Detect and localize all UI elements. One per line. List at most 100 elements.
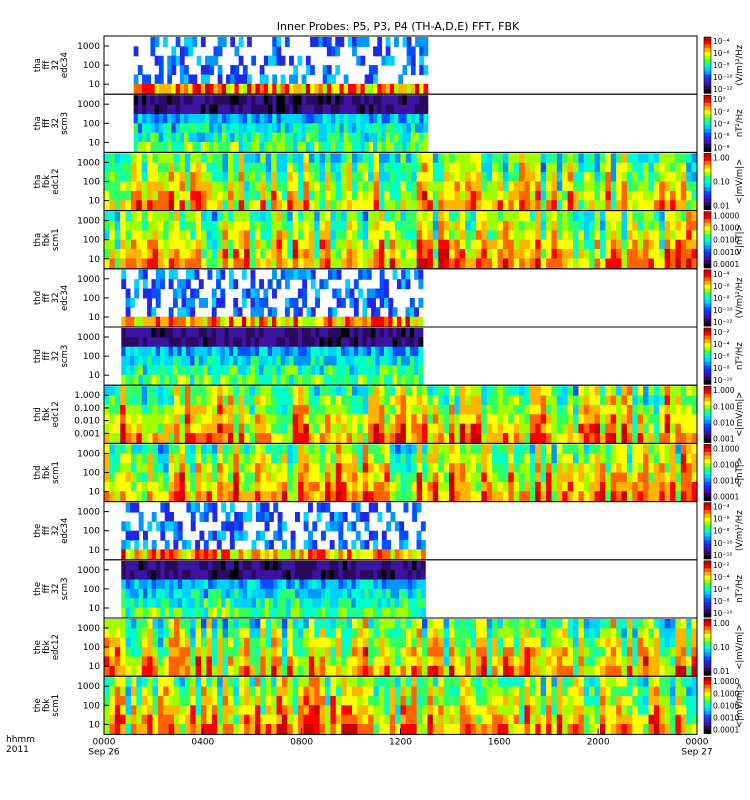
heatmap-cell: [125, 549, 131, 560]
heatmap-cell: [377, 113, 383, 124]
heatmap-cell: [610, 414, 617, 425]
heatmap-cell: [362, 414, 369, 425]
heatmap-cell: [470, 423, 477, 434]
heatmap-cell: [143, 579, 148, 590]
heatmap-cell: [109, 637, 116, 648]
heatmap-cell: [529, 153, 536, 164]
heatmap-cell: [332, 346, 338, 357]
heatmap-cell: [190, 162, 197, 173]
heatmap-cell: [594, 414, 601, 425]
heatmap-cell: [637, 249, 644, 260]
heatmap-cell: [238, 172, 245, 183]
heatmap-cell: [381, 142, 387, 152]
heatmap-cell: [551, 444, 558, 455]
colorbar-tick-label: 10⁻⁸: [713, 597, 730, 606]
heatmap-cell: [632, 395, 639, 406]
heatmap-cell: [134, 316, 140, 327]
heatmap-cell: [508, 481, 515, 492]
heatmap-cell: [360, 123, 366, 134]
heatmap-cell: [177, 570, 183, 581]
heatmap-cell: [284, 83, 290, 94]
heatmap-cell: [195, 540, 201, 551]
heatmap-cell: [686, 172, 693, 183]
heatmap-cell: [616, 491, 623, 502]
heatmap-cell: [419, 46, 425, 57]
heatmap-cell: [486, 481, 493, 492]
heatmap-cell: [551, 162, 558, 173]
heatmap-cell: [326, 142, 332, 152]
heatmap-cell: [272, 346, 277, 357]
heatmap-cell: [395, 404, 402, 415]
heatmap-cell: [524, 395, 531, 406]
heatmap-cell: [280, 123, 286, 134]
heatmap-cell: [168, 249, 175, 260]
heatmap-cell: [238, 521, 244, 532]
heatmap-cell: [290, 588, 296, 599]
heatmap-cell: [637, 404, 644, 415]
heatmap-cell: [356, 142, 362, 152]
heatmap-cell: [583, 433, 590, 443]
heatmap-cell: [336, 365, 342, 376]
heatmap-cell: [125, 337, 131, 348]
heatmap-cell: [125, 530, 131, 541]
heatmap-cell: [353, 374, 359, 385]
heatmap-cell: [160, 365, 165, 376]
heatmap-cell: [364, 598, 370, 609]
heatmap-cell: [249, 386, 256, 397]
heatmap-cell: [377, 83, 383, 94]
heatmap-cell: [562, 239, 569, 250]
heatmap-cell: [519, 491, 526, 502]
heatmap-cell: [281, 579, 287, 590]
heatmap-cell: [395, 472, 402, 483]
heatmap-cell: [271, 481, 278, 492]
heatmap-cell: [268, 142, 273, 152]
heatmap-cell: [174, 444, 181, 455]
heatmap-cell: [260, 172, 267, 183]
heatmap-cell: [244, 211, 251, 222]
heatmap-cell: [449, 153, 456, 164]
heatmap-cell: [303, 579, 309, 590]
heatmap-cell: [259, 316, 265, 327]
heatmap-cell: [305, 142, 311, 152]
heatmap-cell: [216, 540, 222, 551]
heatmap-cell: [567, 153, 574, 164]
heatmap-cell: [259, 297, 265, 308]
heatmap-cell: [419, 83, 425, 94]
heatmap-cell: [147, 181, 154, 192]
heatmap-cell: [298, 423, 305, 434]
heatmap-cell: [423, 46, 429, 57]
heatmap-cell: [362, 249, 369, 260]
heatmap-cell: [422, 433, 429, 443]
heatmap-cell: [513, 453, 520, 464]
heatmap-cell: [120, 190, 127, 201]
heatmap-cell: [125, 560, 131, 571]
heatmap-cell: [163, 404, 170, 415]
heatmap-cell: [263, 132, 269, 143]
heatmap-cell: [238, 55, 244, 66]
y-tick-label: 0.100: [74, 404, 100, 414]
heatmap-cell: [546, 211, 553, 222]
heatmap-cell: [454, 463, 461, 474]
heatmap-cell: [281, 472, 288, 483]
heatmap-cell: [195, 433, 202, 443]
heatmap-cell: [325, 220, 332, 231]
heatmap-cell: [355, 579, 361, 590]
heatmap-cell: [643, 220, 650, 231]
heatmap-cell: [383, 316, 389, 327]
heatmap-cell: [465, 162, 472, 173]
heatmap-cell: [384, 414, 391, 425]
colorbar-swatch: [704, 587, 711, 592]
heatmap-cell: [228, 346, 234, 357]
heatmap-cell: [410, 95, 416, 106]
heatmap-cell: [409, 374, 415, 385]
heatmap-cell: [254, 365, 260, 376]
heatmap-cell: [168, 444, 175, 455]
heatmap-cell: [238, 211, 245, 222]
heatmap-cell: [632, 453, 639, 464]
heatmap-cell: [594, 433, 601, 443]
heatmap-cell: [217, 395, 224, 406]
heatmap-cell: [130, 220, 137, 231]
heatmap-cell: [172, 365, 178, 376]
colorbar-swatch: [704, 346, 711, 351]
heatmap-cell: [438, 472, 445, 483]
